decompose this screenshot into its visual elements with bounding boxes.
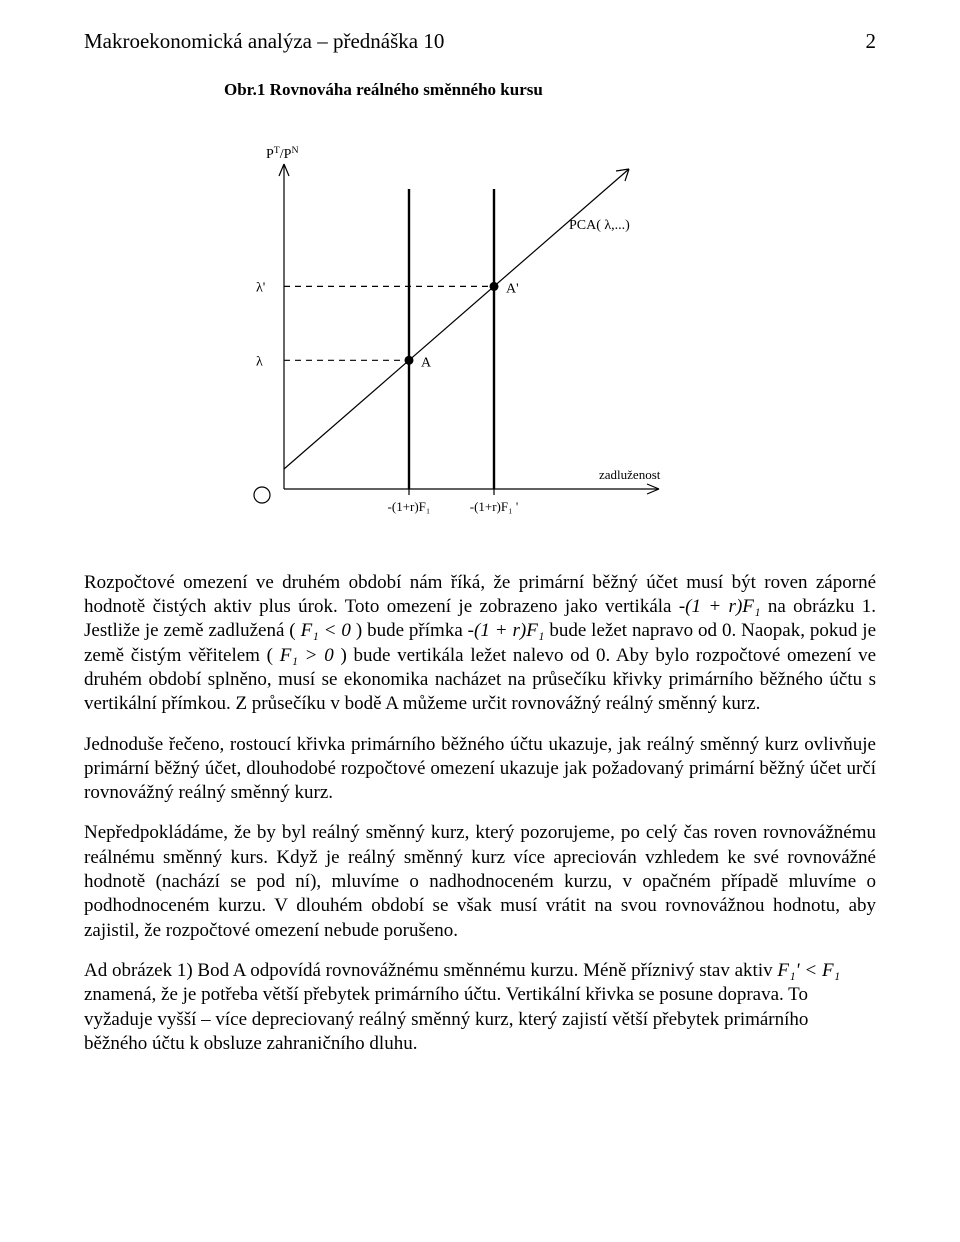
- paragraph-1: Rozpočtové omezení ve druhém období nám …: [84, 571, 876, 717]
- svg-text:-(1+r)F₁: -(1+r)F₁: [388, 499, 431, 514]
- formula: -(1 + r)F₁: [679, 596, 761, 617]
- text: ) bude přímka: [356, 620, 468, 641]
- formula: -(1 + r)F₁: [468, 620, 545, 641]
- paragraph-2: Jednoduše řečeno, rostoucí křivka primár…: [84, 733, 876, 806]
- text: Ad obrázek 1) Bod A odpovídá rovnovážném…: [84, 960, 777, 981]
- text: znamená, že je potřeba větší přebytek pr…: [84, 984, 808, 1054]
- figure: PT/PN λ λ' A A' PCA( λ,...) -(1+r)F₁ -(1+r)F₁ '…: [84, 109, 876, 549]
- svg-text:-(1+r)F₁ ': -(1+r)F₁ ': [470, 499, 519, 514]
- svg-text:PCA( λ,...): PCA( λ,...): [569, 218, 630, 233]
- header-title: Makroekonomická analýza – přednáška 10: [84, 28, 444, 55]
- svg-text:zadluženost: zadluženost: [599, 467, 661, 482]
- formula: F₁ < 0: [301, 620, 351, 641]
- formula: F₁' < F₁: [777, 960, 840, 981]
- svg-text:λ': λ': [256, 280, 265, 295]
- figure-caption: Obr.1 Rovnováha reálného směnného kursu: [224, 79, 876, 101]
- svg-text:PT/PN: PT/PN: [266, 145, 299, 162]
- page-number: 2: [866, 28, 877, 55]
- page: Makroekonomická analýza – přednáška 10 2…: [0, 0, 960, 1112]
- paragraph-3: Nepředpokládáme, že by byl reálný směnný…: [84, 821, 876, 943]
- svg-text:A': A': [506, 281, 519, 296]
- formula: F₁ > 0: [280, 645, 334, 666]
- figure-svg: PT/PN λ λ' A A' PCA( λ,...) -(1+r)F₁ -(1+r)F₁ '…: [154, 109, 674, 549]
- page-header: Makroekonomická analýza – přednáška 10 2: [84, 28, 876, 55]
- paragraph-4: Ad obrázek 1) Bod A odpovídá rovnovážném…: [84, 959, 876, 1056]
- svg-text:A: A: [421, 355, 432, 370]
- svg-text:λ: λ: [256, 354, 263, 369]
